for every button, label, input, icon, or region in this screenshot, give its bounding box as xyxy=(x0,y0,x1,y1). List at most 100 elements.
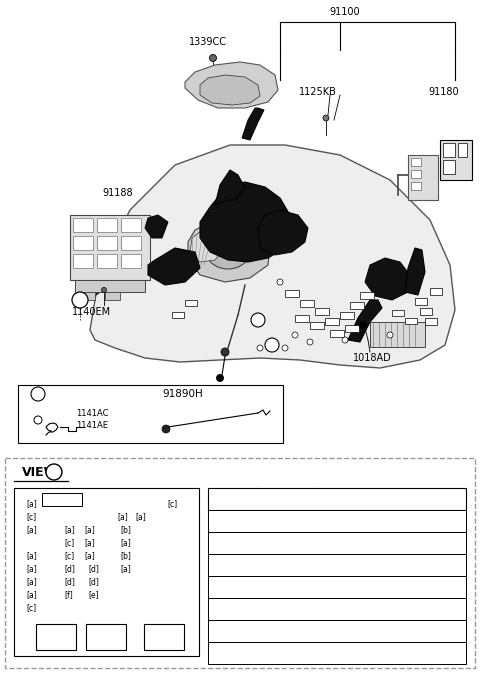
Text: [a]: [a] xyxy=(84,551,95,560)
Bar xyxy=(208,620,466,642)
Bar xyxy=(73,218,93,232)
Polygon shape xyxy=(405,248,425,295)
Text: 1140EM: 1140EM xyxy=(72,307,111,317)
Bar xyxy=(73,254,93,268)
Circle shape xyxy=(221,348,229,356)
Text: [c]: [c] xyxy=(26,603,36,612)
Bar xyxy=(285,290,299,297)
Bar xyxy=(208,576,466,598)
Bar xyxy=(121,218,141,232)
Bar xyxy=(97,236,117,250)
Polygon shape xyxy=(200,75,260,105)
Text: [a]: [a] xyxy=(26,564,37,574)
Bar xyxy=(208,554,466,576)
Text: 1339CC: 1339CC xyxy=(189,37,227,47)
Text: [a]: [a] xyxy=(26,591,37,599)
Bar xyxy=(80,292,95,300)
Bar xyxy=(208,510,466,532)
Bar xyxy=(411,182,421,190)
Circle shape xyxy=(307,339,313,345)
Text: FUSE-MIN 20A: FUSE-MIN 20A xyxy=(358,583,422,591)
Bar xyxy=(405,318,417,324)
Text: [a]: [a] xyxy=(26,500,37,508)
Bar xyxy=(144,624,184,650)
Polygon shape xyxy=(188,220,270,282)
Circle shape xyxy=(292,332,298,338)
Bar xyxy=(97,254,117,268)
Circle shape xyxy=(101,288,107,292)
Text: f: f xyxy=(230,626,234,635)
Bar xyxy=(18,385,283,443)
Text: 1125KB: 1125KB xyxy=(299,87,337,97)
Text: FUSE-7.5A: FUSE-7.5A xyxy=(367,516,413,526)
Bar xyxy=(73,236,93,250)
Bar xyxy=(325,318,339,325)
Bar xyxy=(295,315,309,322)
Circle shape xyxy=(31,387,45,401)
Polygon shape xyxy=(258,210,308,255)
Text: FUSE-MIN 15A: FUSE-MIN 15A xyxy=(358,560,422,570)
Text: 1141AE: 1141AE xyxy=(76,421,108,429)
Bar xyxy=(300,300,314,307)
Bar xyxy=(425,318,437,325)
Polygon shape xyxy=(365,258,410,300)
Polygon shape xyxy=(200,182,292,262)
Bar xyxy=(350,302,364,309)
Circle shape xyxy=(216,375,224,381)
Text: FUSE-MIN 10A: FUSE-MIN 10A xyxy=(358,539,422,547)
Text: 91100: 91100 xyxy=(330,7,360,17)
Text: PNC: PNC xyxy=(275,495,295,504)
Circle shape xyxy=(323,115,329,121)
Bar xyxy=(411,158,421,166)
Circle shape xyxy=(387,332,393,338)
Polygon shape xyxy=(145,215,168,238)
Bar xyxy=(315,308,329,315)
Bar xyxy=(121,254,141,268)
Circle shape xyxy=(265,338,279,352)
Text: 18980D: 18980D xyxy=(267,583,303,591)
Bar xyxy=(415,298,427,305)
Polygon shape xyxy=(242,108,264,140)
Bar xyxy=(208,598,466,620)
Text: [c]: [c] xyxy=(64,551,74,560)
Text: b: b xyxy=(229,539,235,547)
Text: g: g xyxy=(52,632,60,642)
Bar xyxy=(440,140,472,180)
Bar xyxy=(310,322,324,329)
Circle shape xyxy=(257,345,263,351)
Text: g: g xyxy=(229,649,235,657)
Bar xyxy=(172,312,184,318)
Circle shape xyxy=(277,279,283,285)
Text: 99705A: 99705A xyxy=(267,516,302,526)
Circle shape xyxy=(72,292,88,308)
Circle shape xyxy=(360,321,367,329)
Polygon shape xyxy=(190,228,224,262)
Bar xyxy=(430,288,442,295)
Bar xyxy=(14,488,199,656)
Bar xyxy=(208,532,466,554)
Text: [d]: [d] xyxy=(64,578,75,587)
Bar xyxy=(345,325,359,332)
Bar xyxy=(408,155,438,200)
Text: [f]: [f] xyxy=(64,591,73,599)
Circle shape xyxy=(46,464,62,480)
Bar xyxy=(75,280,145,292)
Text: [d]: [d] xyxy=(88,578,99,587)
Text: 1018AD: 1018AD xyxy=(353,353,391,363)
Text: SYMBOL: SYMBOL xyxy=(211,495,253,504)
Bar xyxy=(208,488,466,510)
Text: a: a xyxy=(36,389,41,398)
Text: FUSE-MIN 25A: FUSE-MIN 25A xyxy=(358,605,422,614)
Text: 18980G: 18980G xyxy=(267,626,303,635)
Text: 18980F: 18980F xyxy=(268,605,302,614)
Text: [a]: [a] xyxy=(64,526,75,535)
Text: [a]: [a] xyxy=(26,551,37,560)
Text: [c]: [c] xyxy=(64,539,74,547)
Text: [d]: [d] xyxy=(88,564,99,574)
Bar xyxy=(443,160,455,174)
Text: 18980C: 18980C xyxy=(267,560,302,570)
Polygon shape xyxy=(348,300,382,342)
Text: e: e xyxy=(229,605,235,614)
Polygon shape xyxy=(185,62,278,108)
Text: 99106: 99106 xyxy=(271,649,300,657)
